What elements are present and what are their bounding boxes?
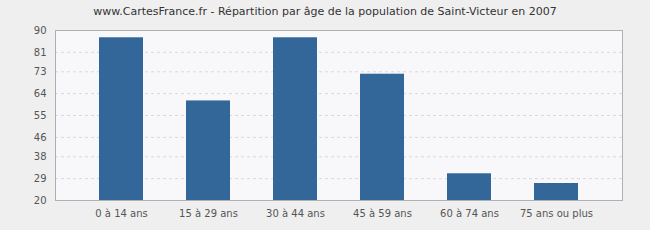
svg-text:29: 29: [34, 173, 47, 184]
svg-text:60 à 74 ans: 60 à 74 ans: [440, 208, 499, 219]
svg-text:55: 55: [34, 110, 47, 121]
svg-text:90: 90: [34, 25, 47, 36]
svg-text:0 à 14 ans: 0 à 14 ans: [95, 208, 147, 219]
svg-text:20: 20: [34, 195, 47, 206]
svg-text:73: 73: [34, 66, 47, 77]
svg-text:46: 46: [34, 132, 47, 143]
svg-text:30 à 44 ans: 30 à 44 ans: [266, 208, 325, 219]
svg-text:75 ans ou plus: 75 ans ou plus: [520, 208, 593, 219]
svg-text:45 à 59 ans: 45 à 59 ans: [353, 208, 412, 219]
svg-text:38: 38: [34, 151, 47, 162]
html-text:www.CartesFrance.fr - Répartit: www.CartesFrance.fr - Répartition par âg…: [93, 5, 557, 18]
svg-text:64: 64: [34, 88, 47, 99]
svg-text:81: 81: [34, 47, 47, 58]
svg-text:15 à 29 ans: 15 à 29 ans: [179, 208, 238, 219]
